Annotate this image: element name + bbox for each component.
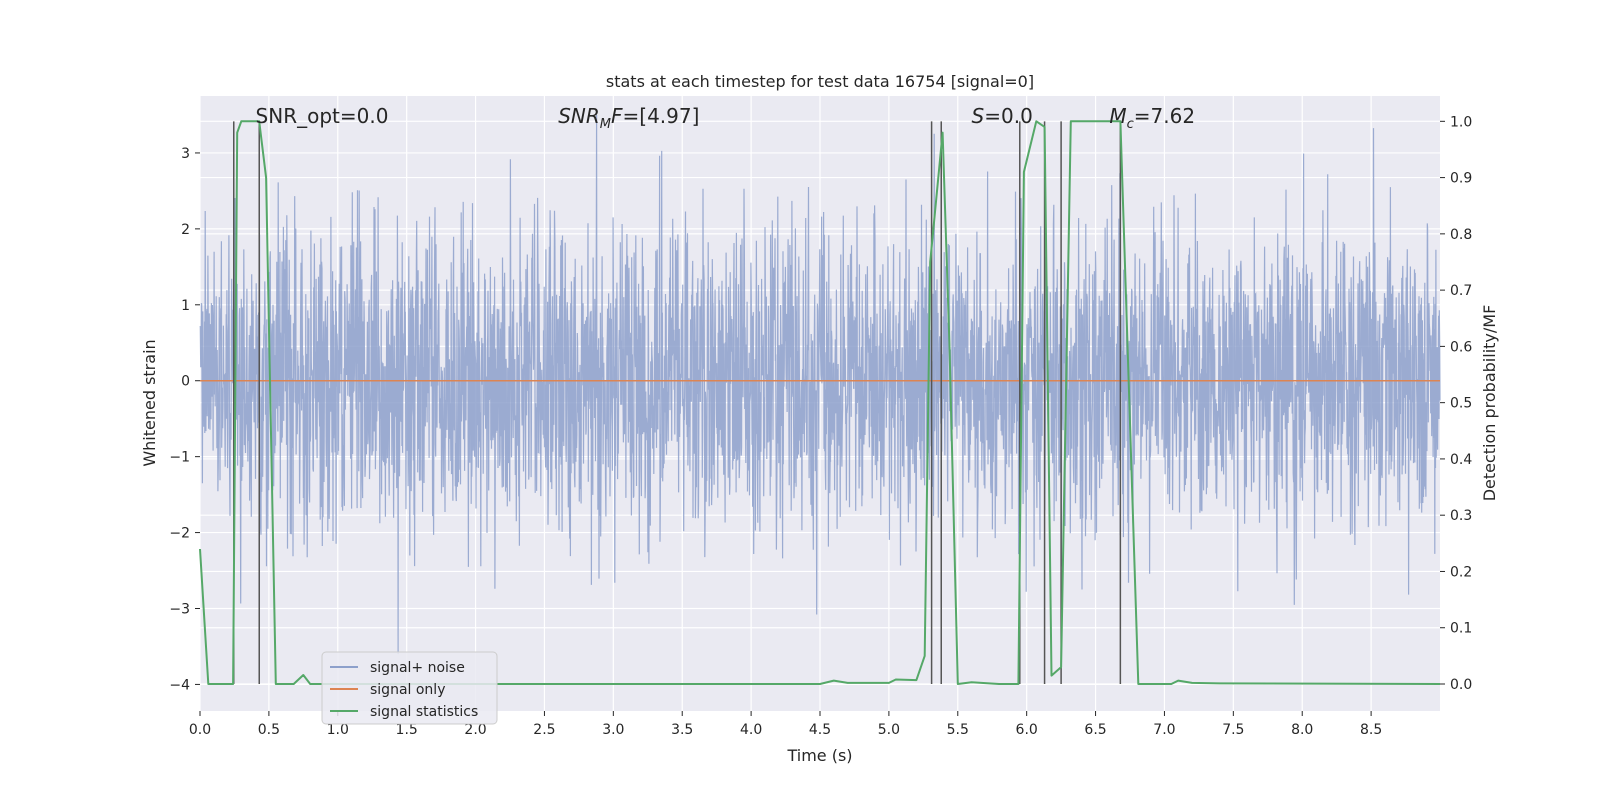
y-right-tick-label: 0.3 <box>1450 508 1472 524</box>
y-left-tick-label: −1 <box>169 450 190 466</box>
y-left-tick-label: 2 <box>181 222 190 238</box>
y-right-tick-label: 0.6 <box>1450 339 1472 355</box>
x-tick-label: 3.0 <box>602 722 624 738</box>
y-right-tick-label: 0.9 <box>1450 171 1472 187</box>
x-tick-label: 0.5 <box>258 722 280 738</box>
legend-label: signal only <box>370 682 445 698</box>
x-tick-label: 0.0 <box>189 722 211 738</box>
signal-statistics-series <box>199 120 1441 685</box>
y-right-tick-label: 1.0 <box>1450 114 1472 130</box>
legend: signal+ noise signal only signal statistic… <box>321 651 498 725</box>
y-right-tick-label: 0.8 <box>1450 227 1472 243</box>
x-tick-label: 1.5 <box>396 722 418 738</box>
x-tick-label: 3.5 <box>671 722 693 738</box>
x-tick-label: 7.5 <box>1222 722 1244 738</box>
y-left-tick-label: −3 <box>169 602 190 618</box>
y-right-tick-label: 0.2 <box>1450 564 1472 580</box>
x-tick-label: 5.0 <box>878 722 900 738</box>
annotation-3: Mc=7.62 <box>1109 104 1195 132</box>
y-right-tick-label: 0.0 <box>1450 677 1472 693</box>
legend-label: signal statistics <box>370 704 478 720</box>
y-left-tick-label: 0 <box>181 374 190 390</box>
x-tick-label: 8.0 <box>1291 722 1313 738</box>
y-left-tick-label: −4 <box>169 677 190 693</box>
signal-noise-line <box>199 114 1441 655</box>
legend-box <box>321 651 498 725</box>
annotation-2: S=0.0 <box>972 104 1033 128</box>
x-tick-label: 6.5 <box>1084 722 1106 738</box>
y-right-axis-label: Detection probability/MF <box>1480 305 1499 502</box>
y-right-tick-label: 0.5 <box>1450 396 1472 412</box>
x-tick-label: 6.0 <box>1016 722 1038 738</box>
x-tick-label: 5.5 <box>947 722 969 738</box>
annotations: SNR_opt=0.0 SNRMF=[4.97] S=0.0 Mc=7.62 <box>256 104 1195 132</box>
signal-noise-series <box>199 114 1441 655</box>
x-tick-label: 8.5 <box>1360 722 1382 738</box>
event-markers <box>233 121 1122 684</box>
y-left-tick-label: 1 <box>181 298 190 314</box>
y-left-axis-label: Whitened strain <box>140 339 159 466</box>
y-left-tick-label: 3 <box>181 146 190 162</box>
y-left-tick-label: −2 <box>169 526 190 542</box>
x-tick-label: 7.0 <box>1153 722 1175 738</box>
annotation-1: SNRMF=[4.97] <box>558 104 699 132</box>
y-left-ticks: 3 2 1 0 −1 −2 −3 −4 <box>169 146 200 693</box>
x-tick-label: 1.0 <box>327 722 349 738</box>
y-right-ticks: 1.0 0.9 0.8 0.7 0.6 0.5 0.4 0.3 0.2 0.1 0.0 <box>1440 114 1472 693</box>
annotation-0: SNR_opt=0.0 <box>256 104 389 128</box>
x-tick-label: 2.5 <box>533 722 555 738</box>
chart-title: stats at each timestep for test data 167… <box>606 72 1034 91</box>
x-tick-label: 4.0 <box>740 722 762 738</box>
y-right-tick-label: 0.7 <box>1450 283 1472 299</box>
legend-label: signal+ noise <box>370 660 465 676</box>
y-right-tick-label: 0.1 <box>1450 621 1472 637</box>
x-ticks: 0.0 0.5 1.0 1.5 2.0 2.5 3.0 3.5 4.0 4.5 5.0 5.5 6.0 6… <box>189 711 1382 738</box>
x-tick-label: 4.5 <box>809 722 831 738</box>
signal-statistics-line <box>199 120 1441 685</box>
y-right-tick-label: 0.4 <box>1450 452 1472 468</box>
x-tick-label: 2.0 <box>464 722 486 738</box>
x-axis-label: Time (s) <box>786 746 852 765</box>
